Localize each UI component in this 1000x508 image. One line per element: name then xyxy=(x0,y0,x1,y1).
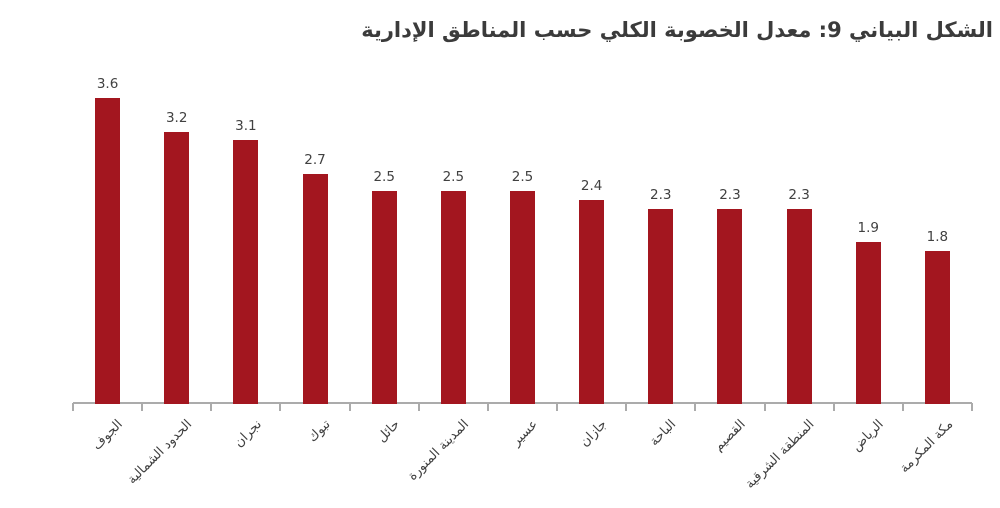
x-axis-label-text: جازان xyxy=(577,417,611,450)
x-axis-label-text: المدينة المنورة xyxy=(405,417,472,484)
x-axis-tick xyxy=(694,403,697,411)
x-axis-label-text: مكة المكرمة xyxy=(896,417,957,477)
bar xyxy=(924,251,950,404)
x-axis-label: الرياض xyxy=(838,413,887,455)
x-axis-label: الباحة xyxy=(638,413,679,449)
x-axis-label: جازان xyxy=(568,413,610,450)
bar xyxy=(579,200,605,404)
bar xyxy=(233,140,259,404)
x-axis-label-text: الباحة xyxy=(647,417,680,450)
x-axis-tick xyxy=(763,403,766,411)
bar-value-label: 3.1 xyxy=(235,118,257,134)
bar xyxy=(855,242,881,404)
x-axis-tick xyxy=(210,403,213,411)
x-axis-tick xyxy=(348,403,351,411)
bar-value-label: 2.5 xyxy=(442,169,465,185)
x-axis-label-text: الحدود الشمالية xyxy=(124,417,196,488)
bar xyxy=(95,98,121,404)
x-axis-label-text: المنطقة الشرقية xyxy=(742,417,818,492)
bar-value-label: 1.8 xyxy=(926,229,949,245)
bar-value-label: 2.7 xyxy=(304,152,326,168)
x-axis-label: تبوك xyxy=(298,413,333,445)
x-axis-tick xyxy=(486,403,489,411)
bar-value-label: 2.5 xyxy=(373,169,395,185)
bar xyxy=(510,191,535,404)
x-axis-tick xyxy=(901,403,904,411)
x-axis-tick xyxy=(279,403,282,411)
bar xyxy=(786,209,812,404)
x-axis-tick xyxy=(141,403,144,411)
bar xyxy=(371,191,397,404)
chart-title: الشكل البياني 9: معدل الخصوبة الكلي حسب … xyxy=(361,18,993,42)
x-axis-label: نجران xyxy=(222,413,264,450)
bar-value-label: 3.2 xyxy=(165,110,188,126)
bar xyxy=(717,209,743,404)
x-axis-tick xyxy=(971,403,973,411)
bar xyxy=(440,191,466,404)
bar-value-label: 2.5 xyxy=(511,169,534,185)
bar-value-label: 2.3 xyxy=(650,187,672,203)
bar-value-label: 3.6 xyxy=(96,76,119,92)
x-axis-label: المنطقة الشرقية xyxy=(716,413,818,492)
x-axis-tick xyxy=(832,403,835,411)
x-axis-tick xyxy=(625,403,628,411)
bar-value-label: 1.9 xyxy=(857,220,879,236)
bar xyxy=(302,174,328,404)
x-axis-label: الحدود الشمالية xyxy=(100,413,195,487)
bar-value-label: 2.4 xyxy=(580,178,603,194)
x-axis-label: مكة المكرمة xyxy=(877,413,956,476)
x-axis-tick xyxy=(72,403,74,411)
x-axis-label-text: عسير xyxy=(508,417,542,450)
bar-value-label: 2.3 xyxy=(719,187,741,203)
bar xyxy=(164,132,190,404)
x-axis-label: المدينة المنورة xyxy=(382,413,472,484)
x-axis-label: عسير xyxy=(500,413,541,449)
x-axis-tick xyxy=(556,403,559,411)
bar xyxy=(648,209,674,404)
x-axis-label-text: نجران xyxy=(231,417,265,451)
x-axis-label-text: تبوك xyxy=(305,417,334,446)
x-axis-tick xyxy=(417,403,420,411)
bar-value-label: 2.3 xyxy=(788,187,810,203)
